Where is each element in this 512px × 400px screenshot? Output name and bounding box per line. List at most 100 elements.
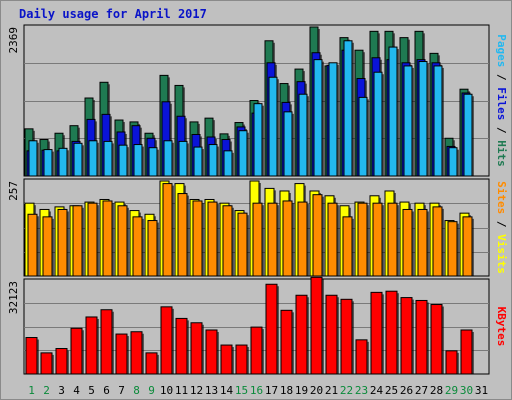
sites-bar xyxy=(432,206,443,277)
day-label: 13 xyxy=(205,384,218,397)
pages-bar xyxy=(133,144,143,177)
sites-bar xyxy=(267,202,278,277)
chart-title: Daily usage for April 2017 xyxy=(19,7,207,21)
day-label: 11 xyxy=(175,384,188,397)
kbytes-bar xyxy=(130,331,143,375)
kbytes-bar xyxy=(190,322,203,375)
pages-bar xyxy=(58,147,68,177)
day-label: 14 xyxy=(220,384,234,397)
day-label: 24 xyxy=(370,384,384,397)
pages-bar xyxy=(43,149,53,177)
kbytes-bar xyxy=(325,294,338,375)
kbytes-bar xyxy=(310,276,323,375)
day-label: 7 xyxy=(118,384,125,397)
pages-bar xyxy=(403,65,413,177)
kbytes-bar xyxy=(460,329,473,375)
sites-bar xyxy=(342,216,353,277)
y-max-label: 32123 xyxy=(7,281,20,314)
pages-bar xyxy=(163,140,173,177)
axis-title-part: Visits xyxy=(495,234,508,274)
sites-bar xyxy=(27,213,38,277)
pages-bar xyxy=(238,130,248,177)
sites-bar xyxy=(222,205,233,277)
kbytes-bar xyxy=(40,352,53,375)
sites-bar xyxy=(237,212,248,277)
sites-bar xyxy=(402,208,413,277)
y-max-label: 257 xyxy=(7,181,20,201)
pages-bar xyxy=(388,46,398,177)
sites-bar xyxy=(177,193,188,277)
pages-bar xyxy=(448,147,458,177)
day-label: 29 xyxy=(445,384,458,397)
sites-bar xyxy=(147,220,158,277)
panel-1-axis-title: Pages / Files / Hits xyxy=(495,34,508,167)
day-label: 21 xyxy=(325,384,338,397)
pages-bar xyxy=(208,144,218,177)
axis-title-part: Sites xyxy=(495,181,508,214)
kbytes-bar xyxy=(415,299,428,375)
day-label: 8 xyxy=(133,384,140,397)
sites-bar xyxy=(282,200,293,277)
day-label: 4 xyxy=(73,384,80,397)
sites-bar xyxy=(72,205,83,277)
day-label: 28 xyxy=(430,384,443,397)
kbytes-bar xyxy=(250,326,263,375)
pages-bar xyxy=(328,62,338,177)
pages-bar xyxy=(193,146,203,177)
sites-bar xyxy=(42,216,53,277)
pages-bar xyxy=(28,140,38,177)
pages-bar xyxy=(418,61,428,177)
sites-bar xyxy=(447,221,458,277)
day-label: 12 xyxy=(190,384,203,397)
pages-bar xyxy=(253,103,263,177)
sites-bar xyxy=(462,216,473,277)
pages-bar xyxy=(178,140,188,177)
sites-bar xyxy=(132,216,143,277)
pages-bar xyxy=(103,140,113,177)
day-label: 31 xyxy=(475,384,488,397)
day-label: 3 xyxy=(58,384,65,397)
day-label: 1 xyxy=(28,384,35,397)
sites-bar xyxy=(327,202,338,277)
axis-title-separator: / xyxy=(495,120,508,140)
kbytes-bar xyxy=(25,337,38,375)
sites-bar xyxy=(417,208,428,277)
pages-bar xyxy=(298,93,308,177)
sites-bar xyxy=(207,201,218,277)
panel-3-axis-title: KBytes xyxy=(495,307,508,347)
y-max-label: 2369 xyxy=(7,27,20,54)
kbytes-bar xyxy=(400,297,413,375)
kbytes-bar xyxy=(280,309,293,375)
day-label: 30 xyxy=(460,384,473,397)
day-label: 20 xyxy=(310,384,323,397)
pages-bar xyxy=(223,150,233,177)
sites-bar xyxy=(57,208,68,277)
sites-bar xyxy=(372,202,383,277)
day-label: 17 xyxy=(265,384,278,397)
axis-title-separator: / xyxy=(495,214,508,234)
kbytes-bar xyxy=(355,339,368,375)
day-label: 16 xyxy=(250,384,263,397)
day-label: 22 xyxy=(340,384,353,397)
pages-bar xyxy=(73,142,83,177)
kbytes-bar xyxy=(385,290,398,375)
pages-bar xyxy=(343,40,353,177)
sites-bar xyxy=(297,201,308,277)
sites-bar xyxy=(387,202,398,277)
pages-bar xyxy=(118,144,128,177)
kbytes-bar xyxy=(175,317,188,375)
kbytes-bar xyxy=(205,329,218,375)
day-label: 9 xyxy=(148,384,155,397)
day-label: 2 xyxy=(43,384,50,397)
pages-bar xyxy=(463,93,473,177)
sites-bar xyxy=(102,200,113,277)
pages-bar xyxy=(358,96,368,177)
panel-2-axis-title: Sites / Visits xyxy=(495,181,508,274)
axis-title-part: KBytes xyxy=(495,307,508,347)
kbytes-bar xyxy=(100,309,113,375)
day-label: 15 xyxy=(235,384,248,397)
sites-bar xyxy=(117,205,128,277)
day-label: 10 xyxy=(160,384,173,397)
kbytes-bar xyxy=(235,344,248,375)
